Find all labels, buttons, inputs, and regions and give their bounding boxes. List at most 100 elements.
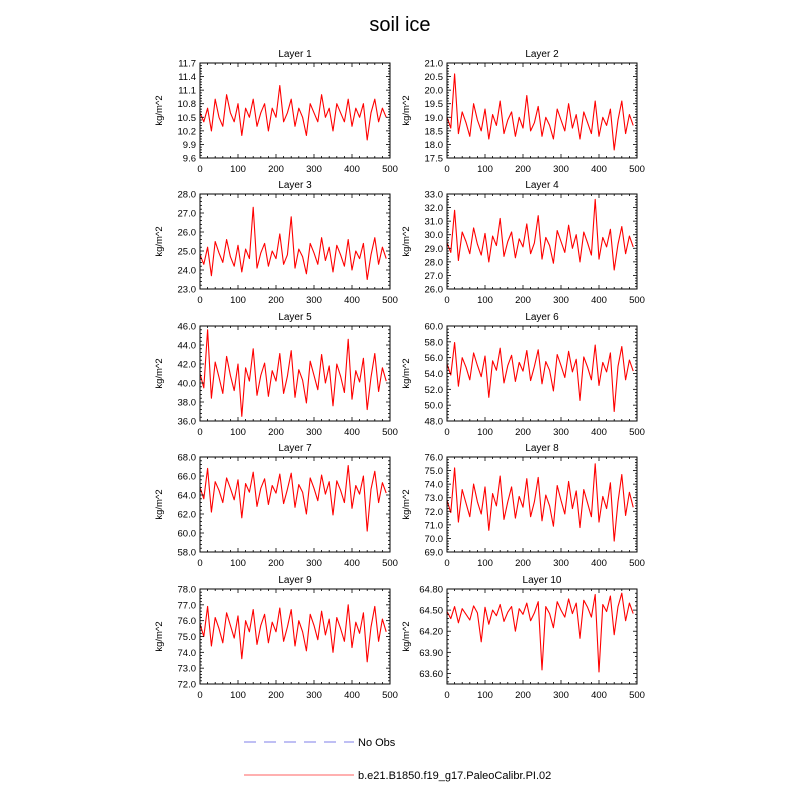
x-tick-label: 400 (591, 427, 607, 438)
y-axis-label: kg/m^2 (401, 95, 412, 125)
x-tick-label: 200 (268, 558, 284, 569)
y-tick-label: 28.0 (178, 190, 197, 201)
y-tick-label: 76.0 (178, 616, 197, 627)
y-tick-label: 54.0 (425, 369, 444, 380)
legend-model-label: b.e21.B1850.f19_g17.PaleoCalibr.PI.02 (358, 770, 551, 782)
y-tick-label: 31.0 (425, 217, 444, 228)
y-tick-label: 56.0 (425, 353, 444, 364)
panel-title: Layer 10 (523, 575, 562, 586)
x-tick-label: 200 (515, 295, 531, 306)
y-tick-label: 74.0 (178, 648, 197, 659)
x-tick-label: 0 (444, 295, 449, 306)
x-tick-label: 500 (629, 558, 645, 569)
panel-title: Layer 7 (278, 443, 312, 454)
x-tick-label: 400 (344, 690, 360, 701)
panel-title: Layer 3 (278, 180, 312, 191)
x-tick-label: 300 (553, 558, 569, 569)
series-line (199, 206, 387, 281)
y-axis-label: kg/m^2 (154, 489, 165, 519)
plot-frame (199, 588, 391, 685)
legend: No Obs b.e21.B1850.f19_g17.PaleoCalibr.P… (244, 737, 551, 782)
y-axis-label: kg/m^2 (154, 621, 165, 651)
x-tick-label: 400 (591, 164, 607, 175)
x-tick-label: 0 (197, 164, 202, 175)
plot-frame (446, 456, 638, 553)
chart-panel: Layer 1 0 100 200 300 400 500 9.6 9.9 10.2 10.5 10.… (154, 49, 398, 175)
panel-title: Layer 6 (525, 312, 559, 323)
plot-frame (446, 588, 638, 685)
y-tick-label: 72.0 (425, 507, 444, 518)
y-tick-label: 11.1 (178, 86, 196, 97)
y-tick-label: 46.0 (178, 322, 197, 333)
y-tick-label: 19.0 (425, 113, 444, 124)
series-line (446, 463, 634, 542)
x-tick-label: 100 (230, 690, 246, 701)
x-tick-label: 500 (629, 164, 645, 175)
y-tick-label: 26.0 (425, 285, 444, 296)
panel-title: Layer 8 (525, 443, 559, 454)
x-tick-label: 300 (553, 427, 569, 438)
plot-frame (446, 62, 638, 159)
plot-frame (199, 456, 391, 553)
y-tick-label: 48.0 (425, 417, 444, 428)
x-tick-label: 100 (477, 295, 493, 306)
y-tick-label: 10.2 (178, 126, 197, 137)
chart-panel: Layer 4 0 100 200 300 400 500 26.0 27.0 28.0 29.0 3… (401, 180, 645, 306)
y-tick-label: 58.0 (178, 548, 197, 559)
x-tick-label: 200 (268, 427, 284, 438)
x-tick-label: 300 (306, 690, 322, 701)
y-tick-label: 60.0 (178, 529, 197, 540)
x-tick-label: 100 (477, 690, 493, 701)
y-tick-label: 10.5 (178, 113, 197, 124)
y-tick-label: 64.20 (419, 627, 443, 638)
x-tick-label: 400 (344, 427, 360, 438)
y-tick-label: 18.5 (425, 126, 444, 137)
x-tick-label: 300 (306, 427, 322, 438)
x-tick-label: 100 (230, 427, 246, 438)
y-tick-label: 24.0 (178, 266, 197, 277)
series-line (199, 604, 387, 663)
y-tick-label: 20.5 (425, 72, 444, 83)
y-tick-label: 69.0 (425, 548, 444, 559)
x-tick-label: 200 (268, 295, 284, 306)
x-tick-label: 400 (591, 295, 607, 306)
y-tick-label: 29.0 (425, 244, 444, 255)
x-tick-label: 300 (306, 295, 322, 306)
y-tick-label: 78.0 (178, 585, 197, 596)
x-tick-label: 100 (477, 164, 493, 175)
y-tick-label: 27.0 (178, 209, 197, 220)
y-tick-label: 28.0 (425, 257, 444, 268)
y-tick-label: 62.0 (178, 510, 197, 521)
y-tick-label: 68.0 (178, 453, 197, 464)
x-tick-label: 400 (344, 164, 360, 175)
chart-panel: Layer 7 0 100 200 300 400 500 58.0 60.0 62.0 64.0 6… (154, 443, 398, 569)
y-tick-label: 33.0 (425, 190, 444, 201)
y-tick-label: 73.0 (425, 493, 444, 504)
y-tick-label: 64.80 (419, 585, 443, 596)
plot-frame (199, 193, 391, 290)
x-tick-label: 300 (553, 295, 569, 306)
y-tick-label: 38.0 (178, 398, 197, 409)
x-tick-label: 300 (553, 690, 569, 701)
x-tick-label: 500 (382, 690, 398, 701)
x-tick-label: 500 (629, 295, 645, 306)
chart-panel: Layer 8 0 100 200 300 400 500 69.0 70.0 71.0 72.0 7… (401, 443, 645, 569)
x-tick-label: 400 (591, 690, 607, 701)
series-line (199, 85, 387, 141)
y-tick-label: 77.0 (178, 600, 197, 611)
x-tick-label: 500 (382, 295, 398, 306)
x-tick-label: 200 (515, 690, 531, 701)
y-tick-label: 26.0 (178, 228, 197, 239)
y-axis-label: kg/m^2 (401, 358, 412, 388)
y-tick-label: 9.9 (183, 140, 196, 151)
y-tick-label: 75.0 (425, 466, 444, 477)
legend-no-obs-label: No Obs (358, 737, 396, 749)
y-axis-label: kg/m^2 (154, 95, 165, 125)
y-tick-label: 30.0 (425, 230, 444, 241)
x-tick-label: 200 (515, 427, 531, 438)
y-tick-label: 76.0 (425, 453, 444, 464)
x-tick-label: 100 (230, 558, 246, 569)
y-tick-label: 60.0 (425, 322, 444, 333)
y-tick-label: 52.0 (425, 385, 444, 396)
